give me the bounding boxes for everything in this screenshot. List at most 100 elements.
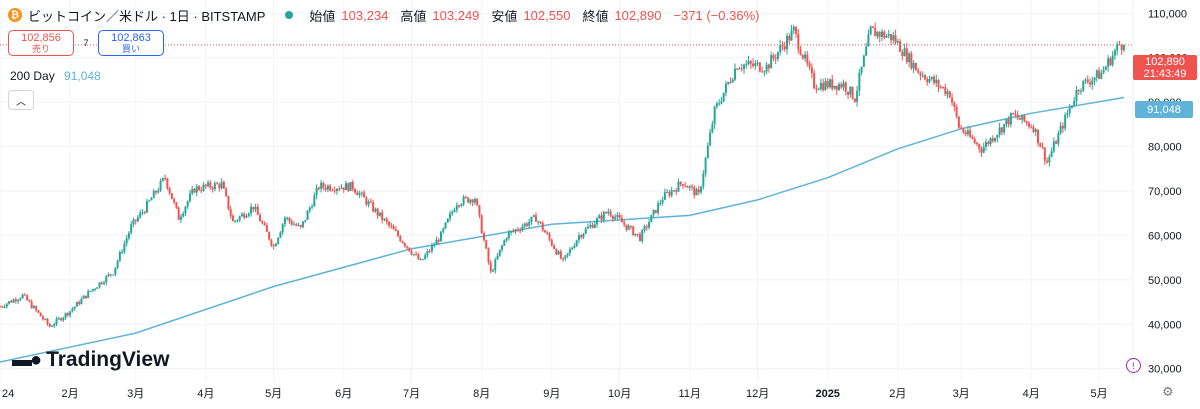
candle-body — [575, 240, 578, 247]
candle-body — [451, 211, 454, 214]
candle-body — [195, 186, 198, 193]
candle-body — [573, 246, 576, 248]
candle-body — [1018, 118, 1021, 120]
candle-body — [948, 91, 951, 98]
candle-body — [498, 249, 501, 256]
candle-body — [896, 41, 899, 43]
candle-body — [503, 240, 506, 246]
buy-label: 買い — [121, 44, 140, 54]
candle-body — [571, 247, 574, 250]
bitcoin-icon: ₿ — [8, 8, 22, 22]
candle-body — [349, 182, 352, 191]
candle-body — [1073, 101, 1076, 106]
candle-body — [912, 63, 915, 69]
candle-body — [853, 98, 856, 102]
candle-body — [28, 300, 31, 302]
candle-body — [648, 222, 651, 228]
candle-body — [292, 224, 295, 226]
candle-body — [831, 79, 834, 89]
last-price-tag: 102,890 21:43:49 — [1133, 55, 1197, 80]
candle-body — [718, 103, 721, 105]
buy-button[interactable]: 102,863 買い — [98, 30, 164, 56]
candle-body — [394, 229, 397, 231]
candle-body — [792, 26, 795, 31]
candle-body — [939, 86, 942, 88]
candle-body — [1079, 90, 1082, 92]
symbol-title[interactable]: ビットコイン／米ドル · 1日 · BITSTAMP — [28, 8, 266, 24]
y-tick-label: 70,000 — [1148, 186, 1182, 198]
candle-body — [654, 210, 657, 213]
candle-body — [397, 230, 400, 237]
candle-body — [381, 212, 384, 221]
candle-body — [686, 186, 689, 188]
candle-body — [880, 31, 883, 37]
candle-body — [225, 188, 228, 197]
candle-body — [975, 142, 978, 145]
collapse-legend-button[interactable]: ︿ — [8, 90, 34, 110]
candle-body — [774, 58, 777, 60]
candle-body — [372, 202, 375, 212]
open-label: 始値 — [309, 8, 336, 24]
candle-body — [510, 231, 513, 233]
candle-body — [288, 217, 291, 222]
candle-body — [247, 213, 250, 216]
candle-body — [489, 262, 492, 272]
candle-body — [629, 225, 632, 227]
candle-body — [1037, 129, 1040, 144]
gear-icon[interactable]: ⚙ — [1162, 384, 1174, 399]
candle-body — [1041, 146, 1044, 148]
candle-body — [125, 238, 128, 244]
candle-body — [250, 206, 253, 214]
candle-body — [1102, 69, 1105, 73]
candle-body — [740, 68, 743, 70]
sell-button[interactable]: 102,856 売り — [8, 30, 74, 56]
candle-body — [175, 202, 178, 208]
candle-body — [188, 193, 191, 202]
ma-legend[interactable]: 200 Day 91,048 — [10, 69, 101, 83]
candle-body — [1014, 113, 1017, 115]
candle-body — [1104, 66, 1107, 70]
candle-body — [1007, 119, 1010, 125]
sell-price: 102,856 — [21, 32, 61, 44]
chevron-up-icon: ︿ — [16, 96, 26, 108]
candle-body — [335, 188, 338, 192]
tradingview-logo-text: TradingView — [46, 348, 170, 371]
candle-body — [722, 92, 725, 102]
candle-body — [374, 208, 377, 212]
candle-body — [10, 301, 13, 303]
candle-body — [772, 55, 775, 59]
candle-body — [702, 173, 705, 187]
candle-body — [283, 217, 286, 225]
candle-body — [519, 230, 522, 232]
candle-body — [586, 226, 589, 229]
candle-body — [546, 232, 549, 235]
candle-body — [82, 295, 85, 299]
candle-body — [998, 127, 1001, 136]
candle-body — [1003, 124, 1006, 133]
candle-body — [1086, 79, 1089, 83]
x-tick-label: 9月 — [543, 388, 560, 400]
candle-body — [55, 318, 58, 325]
candle-body — [810, 67, 813, 74]
candle-body — [442, 228, 445, 232]
candle-body — [69, 311, 72, 316]
candle-body — [928, 78, 931, 83]
candle-body — [564, 255, 567, 259]
candle-body — [21, 294, 24, 299]
event-marker-icon[interactable]: ! — [1126, 358, 1141, 373]
candle-body — [449, 213, 452, 219]
time-axis[interactable]: 24 2月 3月 4月 5月 6月 7月 8月 9月 10月 11月 12月 2025 2月 3月 4月 5月 — [2, 388, 1108, 400]
x-tick-label: 5月 — [1091, 388, 1108, 400]
candle-body — [369, 201, 372, 203]
candle-body — [315, 187, 318, 196]
candle-body — [161, 178, 164, 181]
candle-body — [747, 61, 750, 64]
candle-body — [672, 190, 675, 192]
candle-body — [109, 274, 112, 276]
candle-body — [218, 184, 221, 188]
candle-body — [159, 180, 162, 191]
bar-countdown: 21:43:49 — [1143, 67, 1187, 80]
candle-body — [727, 81, 730, 84]
candle-body — [894, 35, 897, 43]
